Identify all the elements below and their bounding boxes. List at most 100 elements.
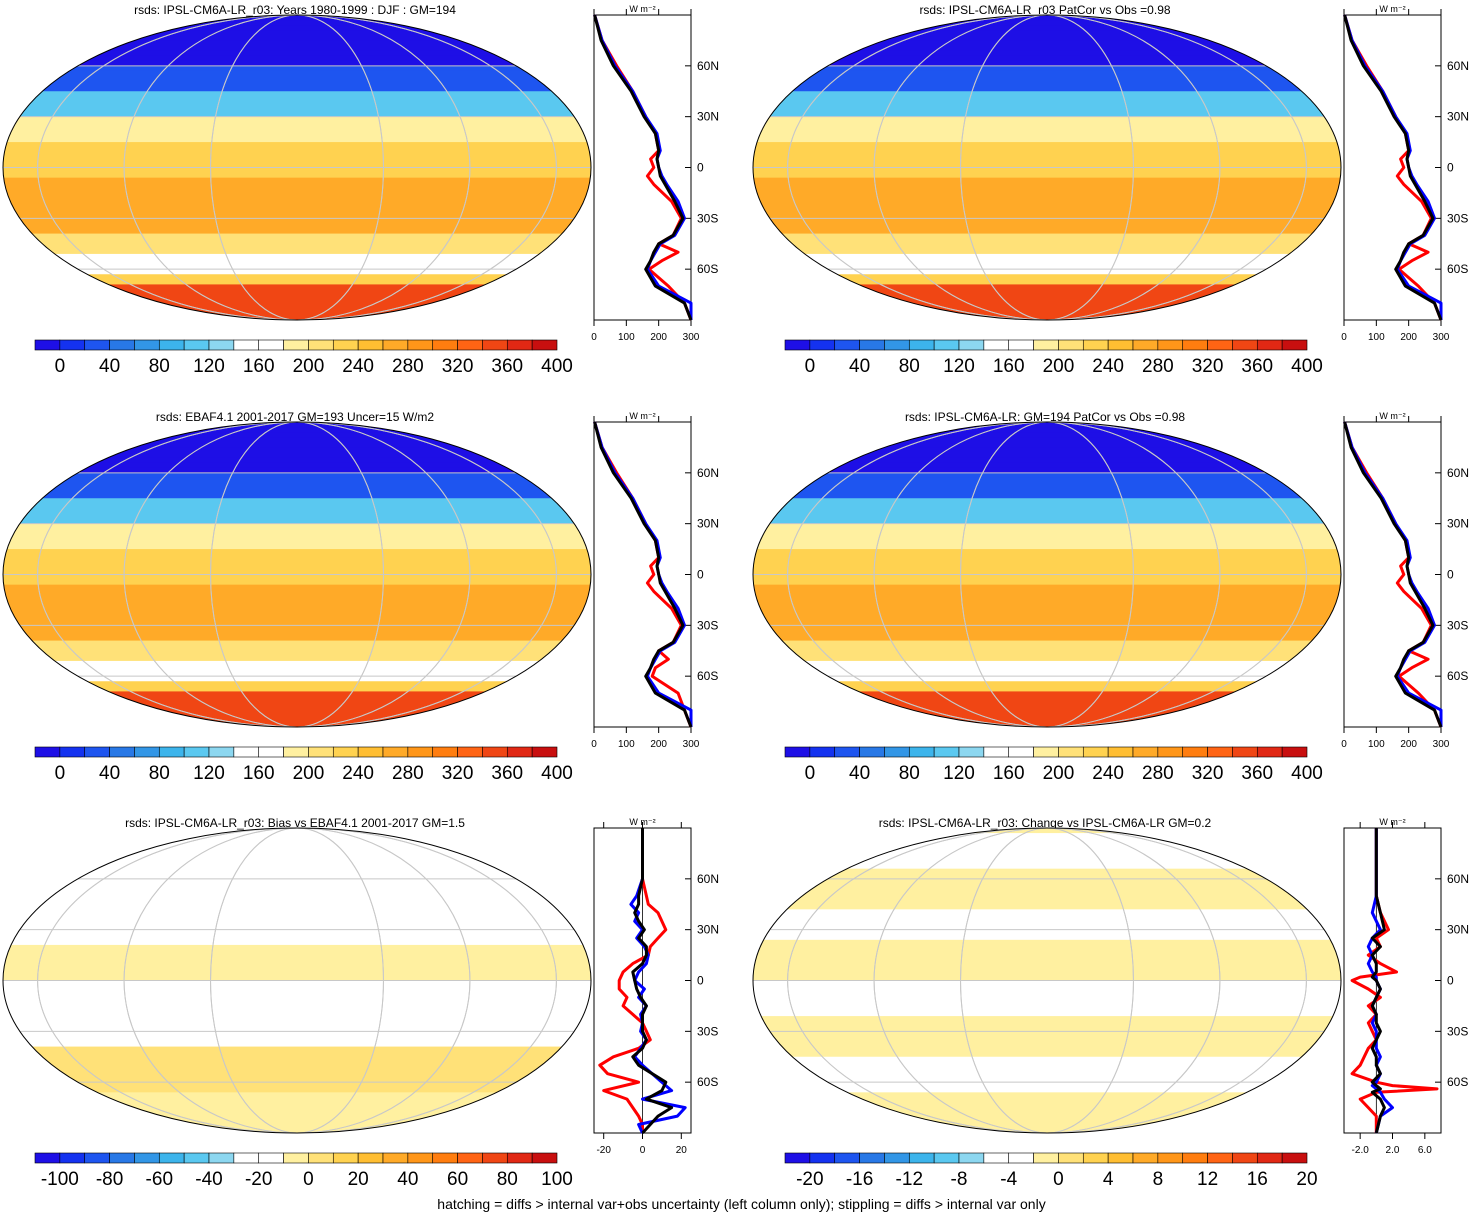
colorbar-cell [183, 746, 210, 758]
map-band [3, 1102, 591, 1109]
colorbar-cell [1008, 339, 1034, 351]
map-band [3, 696, 591, 703]
map-band [753, 70, 1341, 77]
colorbar-cell [59, 1152, 86, 1164]
graticule-meridian [210, 15, 384, 320]
unit-label: W m⁻² [629, 4, 655, 14]
map-band [753, 452, 1341, 459]
colorbar-cell [482, 1152, 508, 1164]
map-band [753, 630, 1341, 637]
map-band [753, 909, 1341, 916]
map-band [753, 544, 1341, 550]
map-band [753, 259, 1341, 265]
colorbar-cell [134, 746, 160, 758]
graticule-meridian [960, 422, 1134, 727]
map-band [753, 533, 1341, 540]
map-band [3, 721, 591, 727]
map-band [753, 40, 1341, 47]
graticule-meridian [123, 828, 471, 1133]
map-band [753, 569, 1341, 576]
map-1 [752, 14, 1342, 321]
map-band [3, 599, 591, 606]
map-band [3, 1021, 591, 1027]
map-band [3, 605, 591, 611]
ytick-label: 0 [697, 161, 704, 175]
map-title: rsds: EBAF4.1 2001-2017 GM=193 Uncer=15 … [155, 410, 435, 424]
map-band [753, 264, 1341, 270]
colorbar-tick-label: 40 [99, 763, 120, 784]
map-band [753, 838, 1341, 844]
colorbar-cell [482, 746, 508, 758]
map-band [3, 1011, 591, 1017]
map-band [3, 131, 591, 138]
colorbar-cell [531, 746, 558, 758]
colorbar-cell [407, 746, 434, 758]
colorbar-cell [283, 746, 309, 758]
map-band [753, 863, 1341, 870]
map-band [3, 162, 591, 169]
map-band [753, 1112, 1341, 1119]
colorbar-cell [983, 746, 1010, 758]
map-band [753, 309, 1341, 316]
map-band [3, 939, 591, 946]
map-band [3, 564, 591, 571]
map-band [753, 564, 1341, 571]
map-band [753, 873, 1341, 880]
map-band [3, 544, 591, 550]
colorbar-tick-label: 40 [849, 356, 870, 377]
map-band [3, 589, 591, 596]
graticule [753, 422, 1341, 727]
map-band [753, 187, 1341, 194]
colorbar-cell [457, 746, 483, 758]
map-band [753, 1000, 1341, 1007]
colorbar-2: 0 40 80 120 160 200 240 280 320 360 400 [34, 746, 573, 784]
map-band [753, 96, 1341, 103]
series-line [1343, 421, 1443, 728]
map-band [3, 909, 591, 916]
ytick-label: 60S [697, 669, 718, 683]
profile-2: 60N 30N 0 30S 60S 0 100 200 300 W m⁻² [591, 411, 719, 750]
ytick-label: 60N [697, 59, 719, 73]
ytick-label: 60N [697, 466, 719, 480]
map-band [753, 878, 1341, 885]
map-band [3, 60, 591, 67]
map-band [3, 208, 591, 214]
map-band [3, 635, 591, 642]
xtick-label: 300 [683, 739, 700, 750]
map-band [753, 960, 1341, 966]
ytick-label: 60N [1447, 872, 1469, 886]
map-band [753, 848, 1341, 855]
colorbar-cell [357, 1152, 384, 1164]
map-band [3, 147, 591, 153]
map-band [753, 213, 1341, 219]
colorbar-cell [432, 746, 458, 758]
map-band [3, 137, 591, 143]
map-band [3, 483, 591, 489]
ytick-label: 30N [697, 923, 719, 937]
colorbar-cell [908, 339, 935, 351]
ytick-label: 60N [1447, 466, 1469, 480]
map-band [3, 432, 591, 438]
colorbar-tick-label: 4 [1103, 1169, 1114, 1190]
map-band [753, 432, 1341, 438]
colorbar-cell [1281, 339, 1308, 351]
map-band [753, 691, 1341, 698]
graticule-meridian [787, 15, 1307, 320]
colorbar-cell [158, 1152, 185, 1164]
colorbar-cell [1107, 339, 1134, 351]
map-outline [752, 14, 1342, 321]
map-band [753, 1021, 1341, 1027]
map-title: rsds: IPSL-CM6A-LR: GM=194 PatCor vs Obs… [904, 410, 1186, 424]
map-band [753, 929, 1341, 936]
map-band [3, 452, 591, 459]
map-outline [752, 421, 1342, 728]
colorbar-cell [506, 746, 533, 758]
series-line [1343, 14, 1443, 321]
colorbar-tick-label: 240 [342, 763, 374, 784]
colorbar-tick-label: 360 [1241, 763, 1273, 784]
colorbar-cell [531, 339, 558, 351]
series-line [1343, 14, 1443, 321]
colorbar-cell [1207, 746, 1233, 758]
colorbar-tick-label: 400 [541, 763, 573, 784]
map-band [753, 934, 1341, 941]
